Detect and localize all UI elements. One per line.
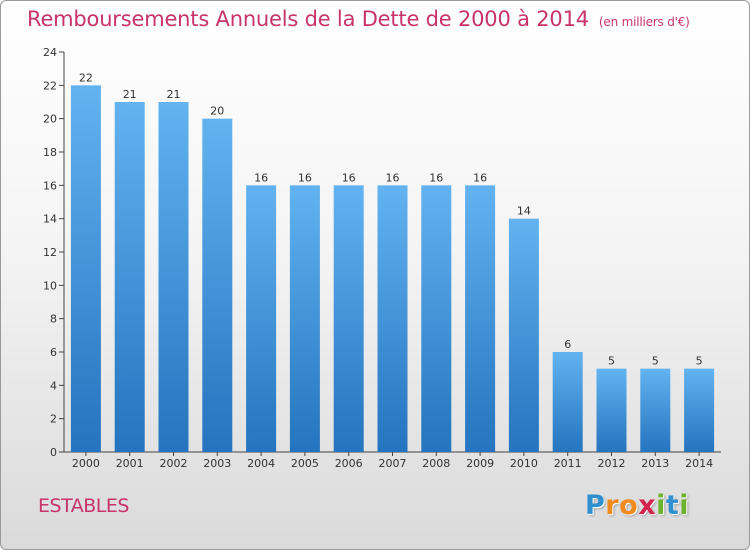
logo-letter: i [656,490,666,521]
data-label: 5 [696,355,703,368]
data-label: 21 [167,88,181,101]
data-label: 16 [254,171,268,184]
y-tick-label: 18 [43,146,57,159]
data-label: 16 [298,171,312,184]
x-tick-label: 2005 [291,457,319,470]
y-tick-label: 4 [50,379,57,392]
x-tick-label: 2014 [685,457,713,470]
x-tick-label: 2011 [554,457,582,470]
x-tick-label: 2004 [247,457,275,470]
y-tick-label: 10 [43,279,57,292]
logo-letter: i [679,490,690,521]
x-tick-label: 2010 [510,457,538,470]
data-label: 16 [386,171,400,184]
y-tick-label: 6 [50,346,57,359]
y-tick-label: 16 [43,179,57,192]
bar [552,352,583,452]
bar [202,118,233,453]
bar [70,85,101,452]
x-tick-label: 2009 [466,457,494,470]
bar [114,102,145,452]
x-tick-label: 2012 [598,457,626,470]
y-tick-label: 22 [43,79,57,92]
y-tick-label: 24 [43,46,57,59]
bar [508,218,539,452]
bar [465,185,496,453]
y-tick-label: 20 [43,113,57,126]
bar [289,185,320,453]
data-label: 22 [79,71,93,84]
bar [596,368,627,452]
bar [421,185,452,453]
bar [158,102,189,452]
x-tick-label: 2008 [422,457,450,470]
x-tick-label: 2002 [160,457,188,470]
x-tick-label: 2000 [72,457,100,470]
proxiti-logo[interactable]: Proxiti [585,490,689,521]
data-label: 16 [342,171,356,184]
data-label: 21 [123,88,137,101]
bar [246,185,277,453]
bar [333,185,364,453]
chart-title: Remboursements Annuels de la Dette de 20… [27,7,690,31]
bar [640,368,671,452]
logo-letter: t [665,490,680,521]
y-tick-label: 2 [50,413,57,426]
data-label: 5 [652,355,659,368]
bar [684,368,715,452]
y-tick-label: 14 [43,213,57,226]
x-tick-label: 2007 [379,457,407,470]
x-tick-label: 2003 [203,457,231,470]
logo-letter: r [605,490,620,521]
data-label: 20 [210,105,224,118]
y-tick-label: 12 [43,246,57,259]
data-label: 16 [429,171,443,184]
y-tick-label: 0 [50,446,57,459]
logo-letter: o [619,490,639,521]
y-tick-label: 8 [50,313,57,326]
data-label: 14 [517,205,531,218]
x-tick-label: 2006 [335,457,363,470]
bar [377,185,408,453]
data-label: 6 [564,338,571,351]
x-tick-label: 2001 [116,457,144,470]
data-label: 5 [608,355,615,368]
logo-letter: P [585,490,606,521]
place-name: ESTABLES [38,495,129,517]
x-tick-label: 2013 [641,457,669,470]
logo-letter: x [638,490,657,521]
chart-subtitle: (en milliers d'€) [598,15,690,29]
chart-title-text: Remboursements Annuels de la Dette de 20… [27,7,589,31]
data-label: 16 [473,171,487,184]
